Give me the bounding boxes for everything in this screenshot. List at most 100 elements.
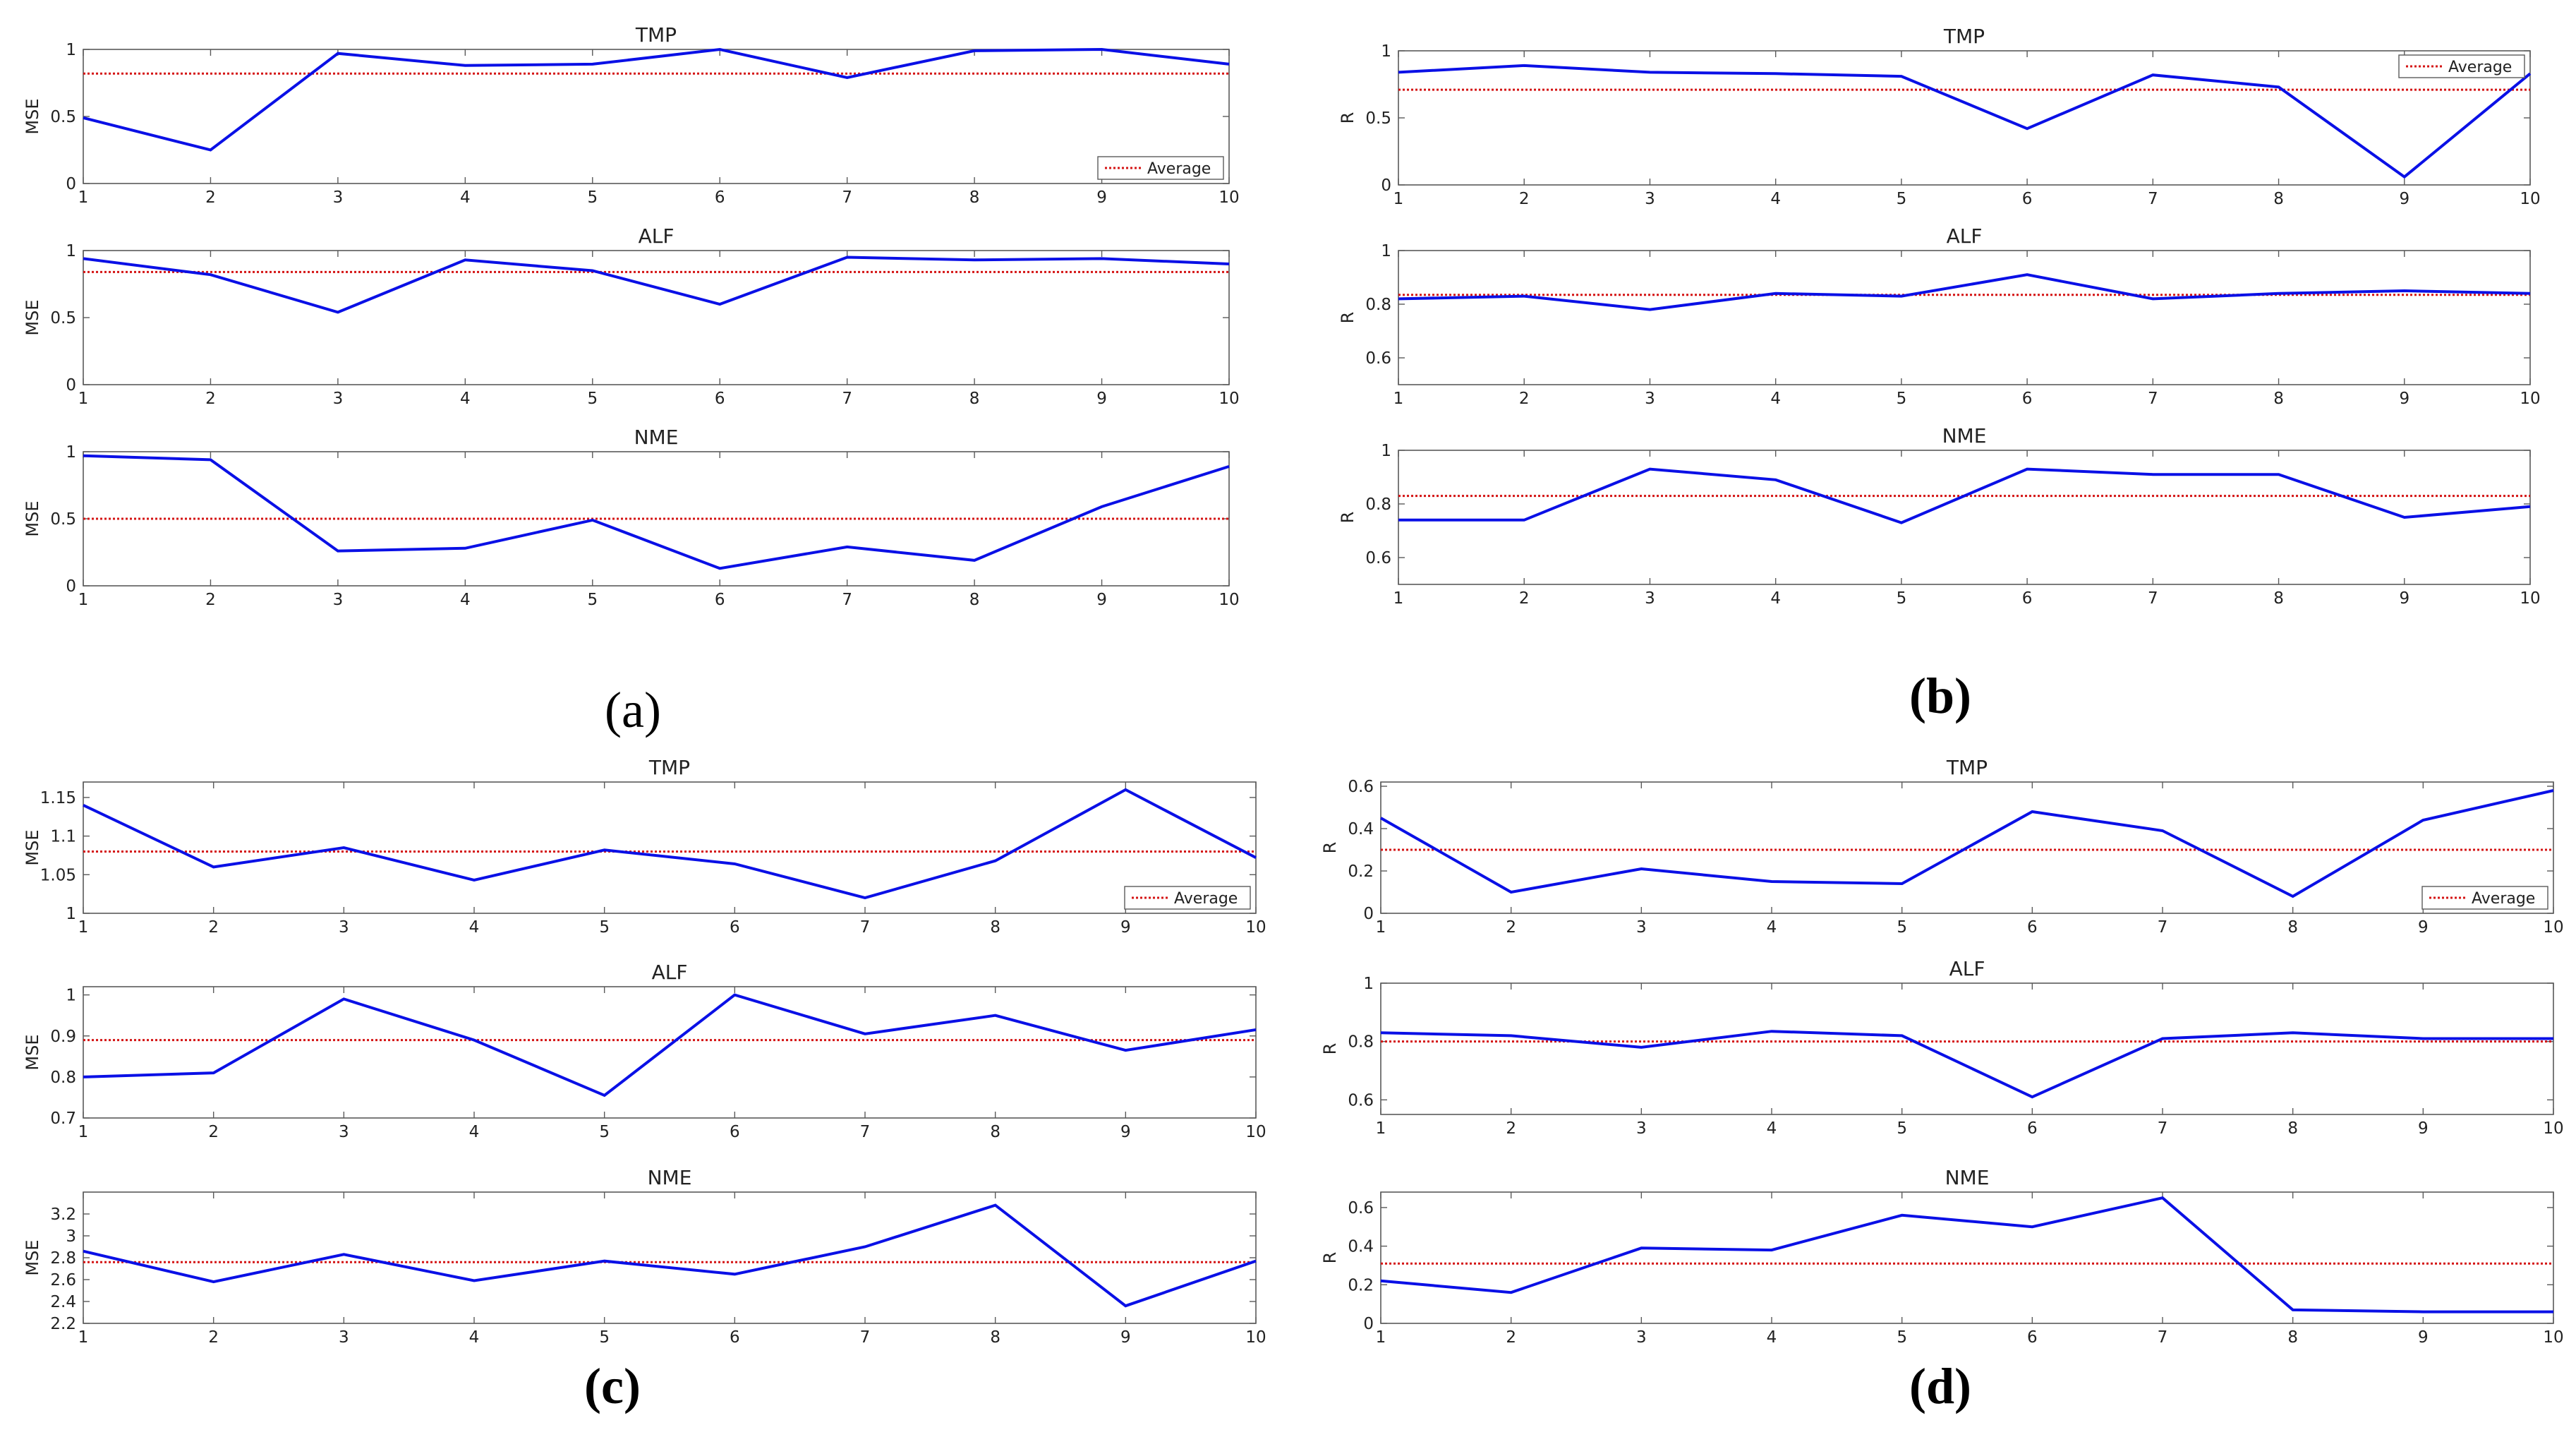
- x-tick-label: 6: [2022, 390, 2033, 408]
- x-tick-label: 7: [842, 390, 852, 408]
- x-tick-label: 7: [860, 918, 871, 937]
- x-tick-label: 8: [969, 591, 980, 609]
- x-tick-label: 8: [2273, 589, 2284, 608]
- x-tick-label: 6: [730, 1123, 740, 1141]
- subplot-4: 1 2 3 4 5 6 7 8 9 10 0 0.5 1 TMP R Average: [1338, 25, 2541, 208]
- y-tick-label: 0: [66, 175, 76, 193]
- y-tick-label: 1: [66, 242, 76, 260]
- x-tick-label: 10: [1245, 1328, 1266, 1347]
- x-tick-label: 7: [2158, 918, 2168, 937]
- x-tick-label: 9: [2418, 918, 2429, 937]
- y-tick-label: 1: [1381, 242, 1391, 260]
- x-tick-label: 4: [469, 918, 480, 937]
- y-tick-label: 2.4: [50, 1293, 76, 1311]
- x-tick-label: 6: [2027, 1328, 2038, 1347]
- x-tick-label: 3: [1636, 918, 1647, 937]
- x-tick-label: 2: [1506, 1119, 1516, 1138]
- x-tick-label: 6: [715, 188, 725, 207]
- subplot-title: TMP: [1943, 25, 1985, 48]
- subplot-3: 1 2 3 4 5 6 7 8 9 10 0 0.5 1 NME MSE: [23, 426, 1240, 609]
- x-tick-label: 8: [969, 390, 980, 408]
- y-tick-label: 0.6: [1365, 549, 1391, 567]
- x-tick-label: 10: [1219, 188, 1239, 207]
- legend-label: Average: [2472, 890, 2535, 908]
- y-tick-label: 0.6: [1348, 778, 1374, 796]
- y-tick-label: 2.6: [50, 1271, 76, 1289]
- x-tick-label: 4: [469, 1123, 480, 1141]
- x-tick-label: 5: [1897, 1119, 1907, 1138]
- x-tick-label: 1: [78, 390, 89, 408]
- x-tick-label: 8: [2273, 190, 2284, 208]
- series-line: [83, 47, 1230, 152]
- x-tick-label: 9: [1096, 188, 1107, 207]
- x-tick-label: 8: [2287, 1328, 2298, 1347]
- y-tick-label: 1.15: [40, 789, 76, 807]
- subplot-12: 1 2 3 4 5 6 7 8 9 10 0 0.2 0.4 0.6 NME R: [1320, 1166, 2564, 1347]
- y-tick-label: 0.5: [50, 510, 76, 529]
- x-tick-label: 5: [587, 591, 598, 609]
- x-tick-label: 6: [730, 1328, 740, 1347]
- x-tick-label: 4: [1770, 390, 1781, 408]
- x-tick-label: 2: [1519, 190, 1530, 208]
- y-axis-label: MSE: [23, 299, 42, 335]
- subplot-6: 1 2 3 4 5 6 7 8 9 10 0.6 0.8 1 NME R: [1338, 424, 2541, 608]
- x-tick-label: 5: [587, 188, 598, 207]
- y-tick-label: 3.2: [50, 1205, 76, 1224]
- y-tick-label: 0.4: [1348, 1238, 1374, 1256]
- x-tick-label: 5: [587, 390, 598, 408]
- x-tick-label: 1: [78, 1328, 89, 1347]
- axes-frame: [1398, 250, 2531, 385]
- x-tick-label: 3: [1645, 589, 1655, 608]
- x-tick-label: 10: [2543, 918, 2563, 937]
- panel-label-d: (d): [1909, 1358, 1971, 1414]
- y-tick-label: 0: [1363, 905, 1374, 923]
- x-tick-label: 2: [1506, 918, 1516, 937]
- legend-label: Average: [1174, 890, 1238, 908]
- x-tick-label: 4: [460, 591, 471, 609]
- x-tick-label: 4: [1767, 1328, 1777, 1347]
- x-tick-label: 2: [208, 1328, 219, 1347]
- x-tick-label: 1: [1393, 390, 1404, 408]
- x-tick-label: 7: [2148, 390, 2158, 408]
- y-tick-label: 1: [1381, 42, 1391, 61]
- x-tick-label: 2: [208, 1123, 219, 1141]
- y-tick-label: 1: [66, 905, 76, 923]
- y-tick-label: 0.5: [50, 309, 76, 327]
- x-tick-label: 3: [1645, 390, 1655, 408]
- subplot-title: TMP: [648, 756, 690, 779]
- axes-frame: [83, 250, 1230, 385]
- series-line: [1398, 467, 2531, 524]
- y-tick-label: 0.2: [1348, 862, 1374, 881]
- series-line: [83, 454, 1230, 570]
- subplot-1: 1 2 3 4 5 6 7 8 9 10 0 0.5 1 TMP MSE Average: [23, 23, 1240, 207]
- x-tick-label: 9: [2399, 190, 2409, 208]
- y-tick-label: 0.8: [1365, 495, 1391, 514]
- y-tick-label: 0.7: [50, 1110, 76, 1128]
- x-tick-label: 5: [599, 1123, 610, 1141]
- x-tick-label: 3: [1636, 1119, 1647, 1138]
- x-tick-label: 8: [2273, 390, 2284, 408]
- series-line: [1398, 64, 2532, 179]
- x-tick-label: 5: [1897, 918, 1907, 937]
- subplot-10: 1 2 3 4 5 6 7 8 9 10 0 0.2 0.4 0.6 TMP R Average: [1320, 756, 2564, 937]
- legend: Average: [2421, 886, 2548, 910]
- x-tick-label: 6: [2022, 190, 2033, 208]
- panel-label-b: (b): [1909, 668, 1971, 724]
- y-axis-label: MSE: [23, 98, 42, 134]
- x-tick-label: 5: [1897, 190, 1907, 208]
- x-tick-label: 2: [1519, 589, 1530, 608]
- x-tick-label: 10: [2520, 589, 2540, 608]
- x-tick-label: 9: [2418, 1119, 2429, 1138]
- x-tick-label: 10: [1245, 918, 1266, 937]
- axes-frame: [1380, 1191, 2554, 1324]
- series-line: [1380, 1030, 2553, 1099]
- subplot-title: TMP: [1946, 756, 1988, 779]
- x-tick-label: 9: [1096, 591, 1107, 609]
- y-tick-label: 1: [66, 41, 76, 59]
- y-axis-label: R: [1320, 1252, 1340, 1264]
- x-tick-label: 9: [1120, 1328, 1131, 1347]
- series-line: [83, 1203, 1257, 1308]
- x-tick-label: 4: [460, 188, 471, 207]
- series-line: [83, 788, 1257, 900]
- x-tick-label: 4: [469, 1328, 480, 1347]
